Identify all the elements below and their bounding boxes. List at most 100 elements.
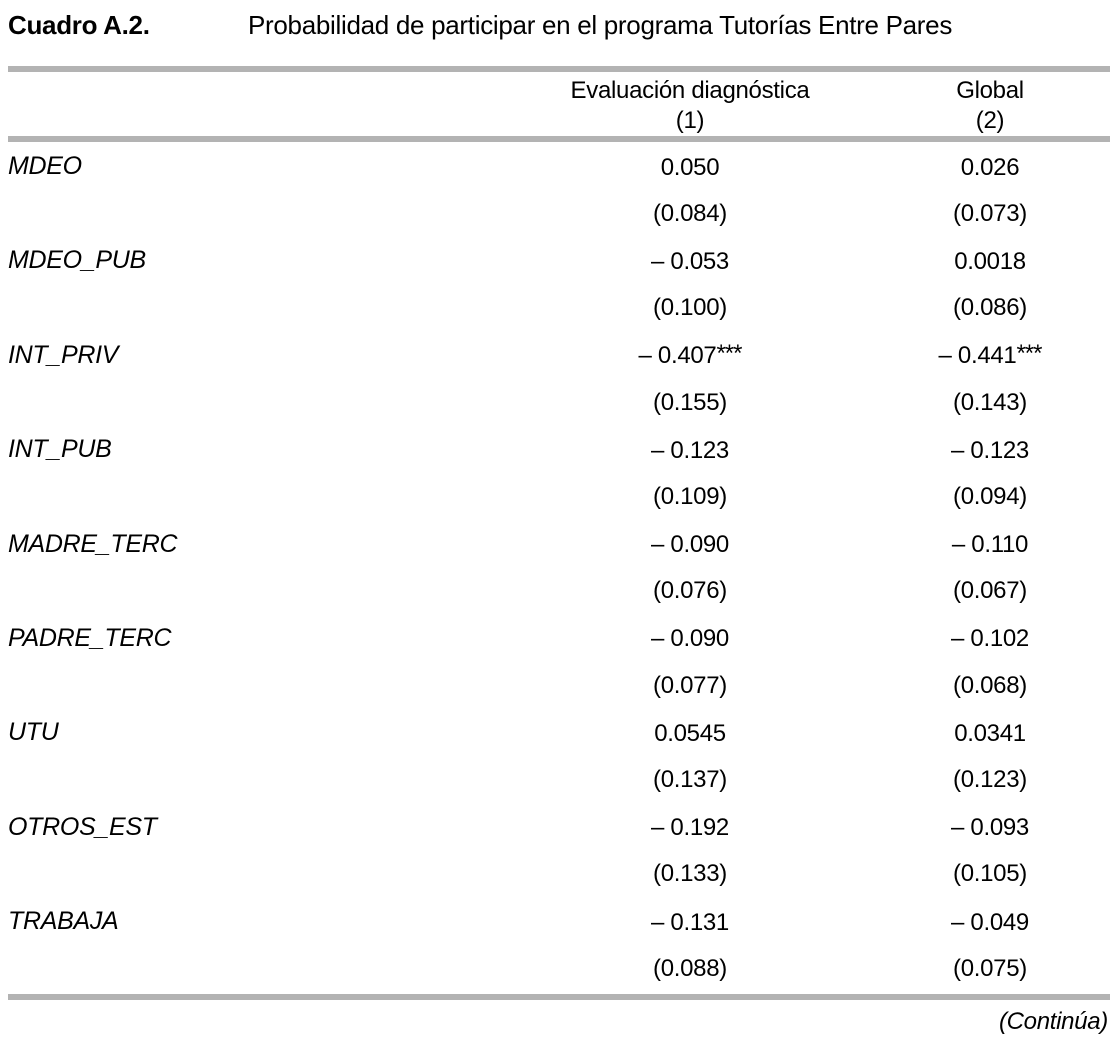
coefficient-col1: – 0.090 (510, 623, 870, 653)
std-error-col1: (0.133) (653, 860, 727, 888)
coefficient-value: – 0.090 (651, 531, 729, 559)
table-row-std-errors: (0.109) (0.094) (8, 473, 1110, 520)
coefficient-value: – 0.192 (651, 814, 729, 842)
coefficient-value: – 0.407 (638, 342, 717, 370)
std-error-col1: (0.109) (653, 482, 727, 510)
std-error-col2: (0.086) (953, 294, 1027, 322)
top-rule (8, 66, 1110, 72)
table-body: MDEO 0.050 0.026 (0.084) (0.073) MDEO_PUB – 0.… (8, 143, 1110, 992)
table-caption: Cuadro A.2. Probabilidad de participar e… (8, 10, 1110, 44)
std-error-col2: (0.105) (953, 860, 1027, 888)
table-row-std-errors: (0.077) (0.068) (8, 662, 1110, 709)
coefficient-value: – 0.093 (951, 814, 1029, 842)
coefficient-col2: 0.0018 (870, 246, 1110, 276)
coefficient-value: 0.050 (660, 153, 720, 181)
std-error-col1: (0.077) (653, 671, 727, 699)
column-name: Global (956, 77, 1024, 104)
bottom-rule (8, 994, 1110, 1000)
coefficient-col2: – 0.049 (870, 907, 1110, 937)
variable-name: PADRE_TERC (8, 623, 172, 652)
variable-name: TRABAJA (8, 907, 119, 936)
coefficient-col1: 0.0545 (510, 718, 870, 748)
coefficient-value: – 0.090 (651, 625, 729, 653)
table-row-std-errors: (0.137) (0.123) (8, 756, 1110, 803)
table-row: MADRE_TERC – 0.090 – 0.110 (8, 521, 1110, 568)
std-error-col2: (0.143) (953, 388, 1027, 416)
variable-name: MDEO (8, 152, 82, 181)
table-row-std-errors: (0.155) (0.143) (8, 379, 1110, 426)
table-row: MDEO_PUB – 0.053 0.0018 (8, 237, 1110, 284)
table-row-std-errors: (0.088) (0.075) (8, 945, 1110, 992)
std-error-col2: (0.123) (953, 766, 1027, 794)
table-row: TRABAJA – 0.131 – 0.049 (8, 898, 1110, 945)
column-header-evaluacion-diagnostica: Evaluación diagnóstica (1) (510, 76, 870, 136)
std-error-col1: (0.100) (653, 294, 727, 322)
table-number: Cuadro A.2. (8, 10, 150, 40)
coefficient-value: – 0.049 (951, 908, 1029, 936)
column-header-global: Global (2) (870, 76, 1110, 136)
variable-name: INT_PRIV (8, 340, 119, 369)
coefficient-value: – 0.102 (951, 625, 1029, 653)
coefficient-col1: – 0.090 (510, 529, 870, 559)
coefficient-col1: – 0.123 (510, 435, 870, 465)
coefficient-value: 0.026 (960, 153, 1020, 181)
continuation-note: (Continúa) (998, 1008, 1108, 1035)
coefficient-col2: – 0.110 (870, 529, 1110, 559)
std-error-col2: (0.094) (953, 482, 1027, 510)
variable-name: OTROS_EST (8, 812, 157, 841)
table-row: MDEO 0.050 0.026 (8, 143, 1110, 190)
coefficient-col1: – 0.407*** (510, 340, 870, 370)
std-error-col2: (0.067) (953, 577, 1027, 605)
coefficient-value: 0.0341 (954, 719, 1026, 747)
coefficient-value: – 0.053 (651, 247, 729, 275)
coefficient-col2: – 0.093 (870, 812, 1110, 842)
variable-name: UTU (8, 718, 59, 747)
column-number: (2) (975, 107, 1005, 134)
std-error-col1: (0.137) (653, 766, 727, 794)
coefficient-value: – 0.131 (651, 908, 729, 936)
coefficient-col2: 0.0341 (870, 718, 1110, 748)
table-row: PADRE_TERC – 0.090 – 0.102 (8, 615, 1110, 662)
coefficient-col1: – 0.053 (510, 246, 870, 276)
std-error-col2: (0.075) (953, 954, 1027, 982)
coefficient-col1: – 0.192 (510, 812, 870, 842)
table-row-std-errors: (0.100) (0.086) (8, 285, 1110, 332)
std-error-col2: (0.073) (953, 199, 1027, 227)
coefficient-value: 0.0018 (954, 247, 1026, 275)
significance-stars: *** (1016, 340, 1042, 368)
table-row: INT_PUB – 0.123 – 0.123 (8, 426, 1110, 473)
header-rule (8, 136, 1110, 142)
coefficient-col2: – 0.441*** (870, 340, 1110, 370)
coefficient-value: – 0.110 (951, 531, 1029, 559)
coefficient-col2: – 0.123 (870, 435, 1110, 465)
variable-name: MADRE_TERC (8, 529, 178, 558)
table-row: OTROS_EST – 0.192 – 0.093 (8, 804, 1110, 851)
table-header-row: Evaluación diagnóstica (1) Global (2) (8, 76, 1110, 136)
coefficient-col1: 0.050 (510, 152, 870, 182)
std-error-col1: (0.084) (653, 199, 727, 227)
coefficient-col2: 0.026 (870, 152, 1110, 182)
table-row: UTU 0.0545 0.0341 (8, 709, 1110, 756)
coefficient-col1: – 0.131 (510, 907, 870, 937)
header-spacer (8, 76, 510, 136)
coefficient-value: 0.0545 (654, 719, 726, 747)
std-error-col1: (0.076) (653, 577, 727, 605)
page-title: Probabilidad de participar en el program… (248, 10, 953, 40)
variable-name: MDEO_PUB (8, 246, 146, 275)
std-error-col2: (0.068) (953, 671, 1027, 699)
coefficient-value: – 0.123 (651, 436, 729, 464)
table-row-std-errors: (0.084) (0.073) (8, 190, 1110, 237)
column-name: Evaluación diagnóstica (570, 77, 810, 104)
std-error-col1: (0.088) (653, 954, 727, 982)
column-number: (1) (675, 107, 705, 134)
coefficient-value: – 0.441 (938, 342, 1017, 370)
coefficient-col2: – 0.102 (870, 623, 1110, 653)
std-error-col1: (0.155) (653, 388, 727, 416)
table-row: INT_PRIV – 0.407*** – 0.441*** (8, 332, 1110, 379)
table-row-std-errors: (0.133) (0.105) (8, 851, 1110, 898)
table-row-std-errors: (0.076) (0.067) (8, 568, 1110, 615)
variable-name: INT_PUB (8, 435, 112, 464)
significance-stars: *** (716, 340, 742, 368)
coefficient-value: – 0.123 (951, 436, 1029, 464)
